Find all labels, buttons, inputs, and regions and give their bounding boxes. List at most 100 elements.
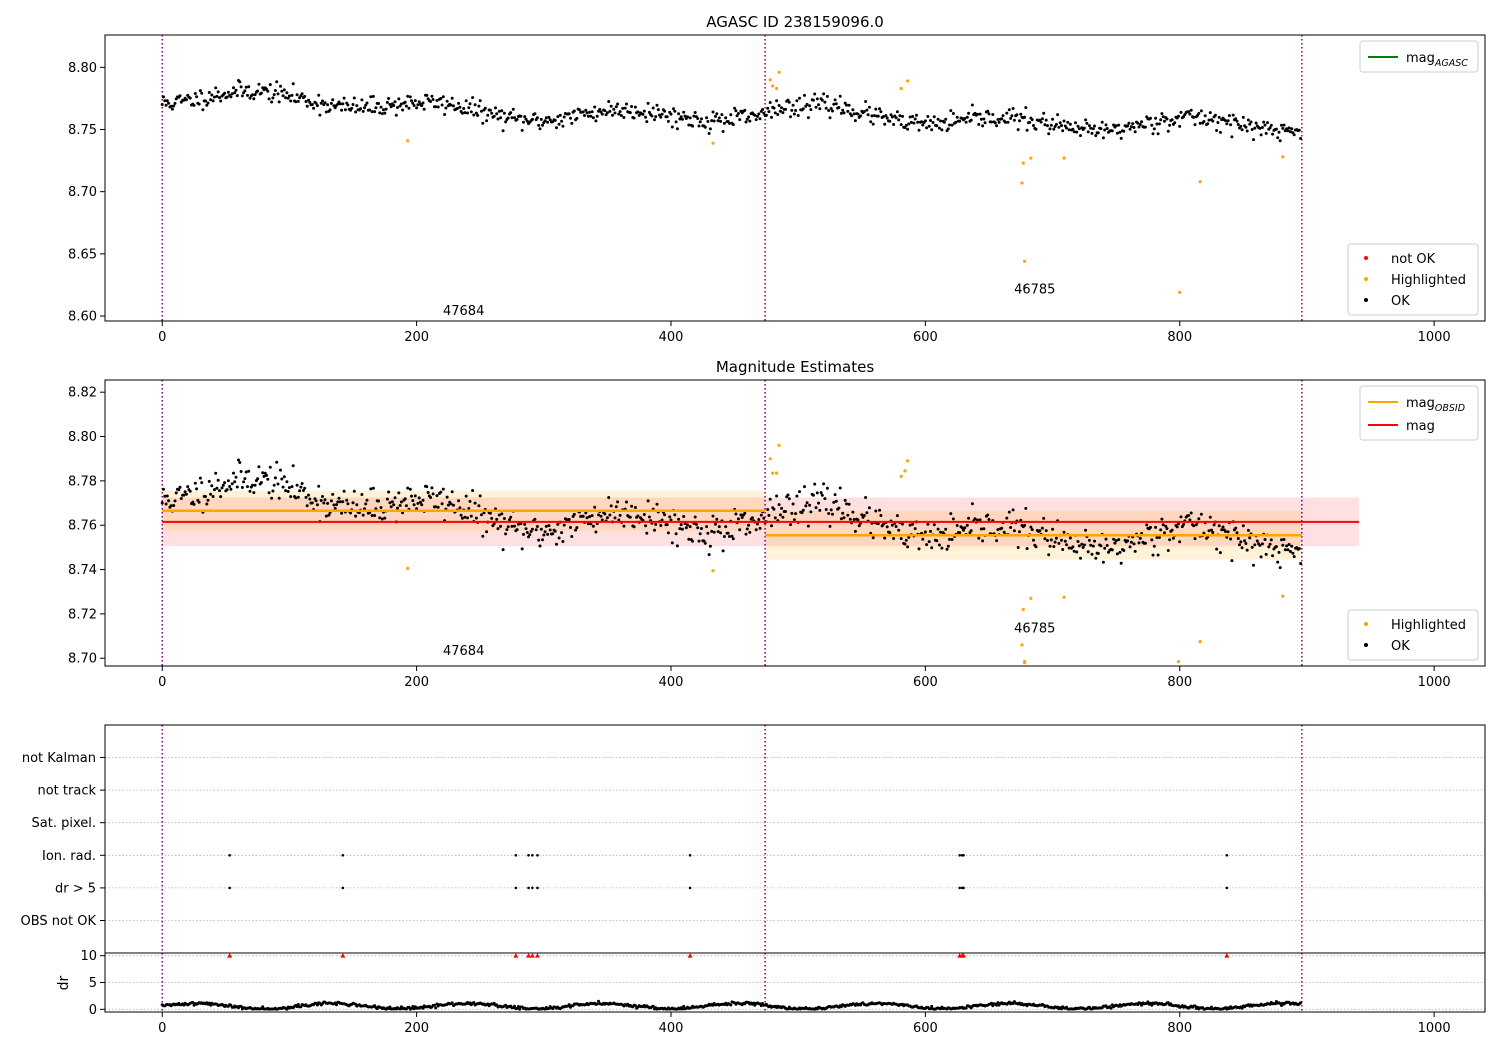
- ok-point: [842, 516, 846, 520]
- ok-point: [901, 114, 904, 118]
- ok-point: [1117, 123, 1121, 127]
- ok-point: [1245, 548, 1249, 552]
- ok-point: [711, 110, 715, 114]
- ok-point: [304, 100, 308, 103]
- ok-point: [811, 493, 815, 497]
- ok-point: [665, 115, 669, 119]
- ok-point: [784, 510, 787, 513]
- ok-point: [1168, 538, 1172, 542]
- ok-point: [570, 121, 574, 125]
- ok-point: [535, 525, 539, 528]
- panel-magnitude-obsid-label: 47684: [443, 644, 484, 659]
- ok-point: [1067, 546, 1071, 550]
- ok-point: [211, 99, 215, 103]
- ok-point: [163, 99, 167, 103]
- ok-point: [396, 106, 399, 109]
- ok-point: [818, 508, 822, 512]
- ok-point: [267, 491, 271, 495]
- ok-point: [683, 114, 687, 118]
- ok-point: [321, 99, 324, 103]
- ok-point: [238, 461, 242, 464]
- ok-point: [1012, 118, 1016, 122]
- ok-point: [991, 113, 995, 116]
- ok-point: [1149, 116, 1152, 120]
- ok-point: [415, 507, 419, 511]
- ok-point: [917, 547, 921, 551]
- ok-point: [1258, 543, 1262, 547]
- ok-point: [267, 97, 271, 101]
- ok-point: [401, 108, 405, 112]
- panel-dr-xtick-label: 1000: [1418, 1021, 1451, 1036]
- flag-point: [531, 854, 534, 857]
- ok-point: [218, 489, 221, 493]
- ok-point: [1221, 525, 1225, 529]
- ok-point: [1051, 117, 1055, 121]
- panel-agasc-yticks: 8.608.658.708.758.80: [68, 61, 105, 325]
- ok-point: [275, 460, 279, 464]
- panel-magnitude-ytick-label: 8.76: [68, 519, 97, 534]
- ok-point: [1122, 129, 1126, 133]
- ok-point: [340, 108, 344, 112]
- ok-point: [814, 105, 818, 109]
- ok-point: [510, 524, 514, 528]
- ok-point: [705, 525, 709, 529]
- ok-point: [560, 531, 564, 535]
- ok-point: [703, 541, 707, 545]
- ok-point: [464, 494, 468, 498]
- ok-point: [995, 539, 999, 543]
- ok-point: [1170, 118, 1174, 122]
- panel-agasc-title: AGASC ID 238159096.0: [706, 13, 884, 31]
- ok-point: [468, 102, 472, 106]
- ok-point: [881, 115, 885, 119]
- dr-point: [1193, 1004, 1197, 1008]
- ok-point: [831, 109, 834, 113]
- ok-point: [218, 96, 221, 100]
- ok-point: [997, 120, 1001, 124]
- ok-point: [846, 109, 850, 113]
- ok-point: [1005, 516, 1009, 520]
- ok-point: [296, 99, 300, 103]
- ok-point: [510, 116, 514, 120]
- ok-point: [1004, 120, 1007, 124]
- ok-point: [509, 111, 513, 115]
- ok-point: [1076, 540, 1080, 543]
- ok-point: [508, 518, 511, 522]
- ok-point: [665, 523, 669, 527]
- ok-point: [569, 116, 572, 120]
- panel-flags-grid: [105, 757, 1485, 921]
- ok-point: [780, 506, 784, 510]
- ok-point: [1187, 514, 1191, 517]
- ok-point: [378, 516, 382, 520]
- ok-point: [1246, 118, 1250, 122]
- ok-point: [874, 107, 878, 111]
- ok-point: [1202, 531, 1206, 535]
- ok-point: [555, 542, 558, 546]
- flag-point: [536, 854, 539, 857]
- ok-point: [1218, 551, 1222, 555]
- ok-point: [583, 114, 586, 117]
- ok-point: [466, 111, 469, 115]
- ok-point: [1254, 121, 1258, 125]
- ok-point: [240, 486, 244, 489]
- ok-point: [925, 543, 929, 547]
- ok-point: [979, 527, 983, 531]
- ok-point: [539, 527, 543, 531]
- ok-point: [1160, 112, 1164, 116]
- ok-point: [728, 535, 731, 538]
- ok-point: [206, 498, 210, 502]
- ok-point: [773, 516, 777, 520]
- panel-agasc-ytick-label: 8.65: [68, 247, 97, 262]
- ok-point: [460, 516, 464, 520]
- ok-point: [270, 100, 274, 104]
- ok-point: [393, 100, 397, 104]
- ok-point: [394, 113, 398, 117]
- ok-point: [955, 524, 959, 527]
- ok-point: [921, 123, 925, 127]
- dr-outlier-marker: [961, 953, 967, 958]
- ok-point: [982, 117, 986, 121]
- ok-point: [1023, 523, 1027, 527]
- ok-point: [418, 500, 422, 504]
- ok-point: [389, 105, 393, 109]
- ok-point: [817, 501, 820, 505]
- ok-point: [445, 99, 449, 103]
